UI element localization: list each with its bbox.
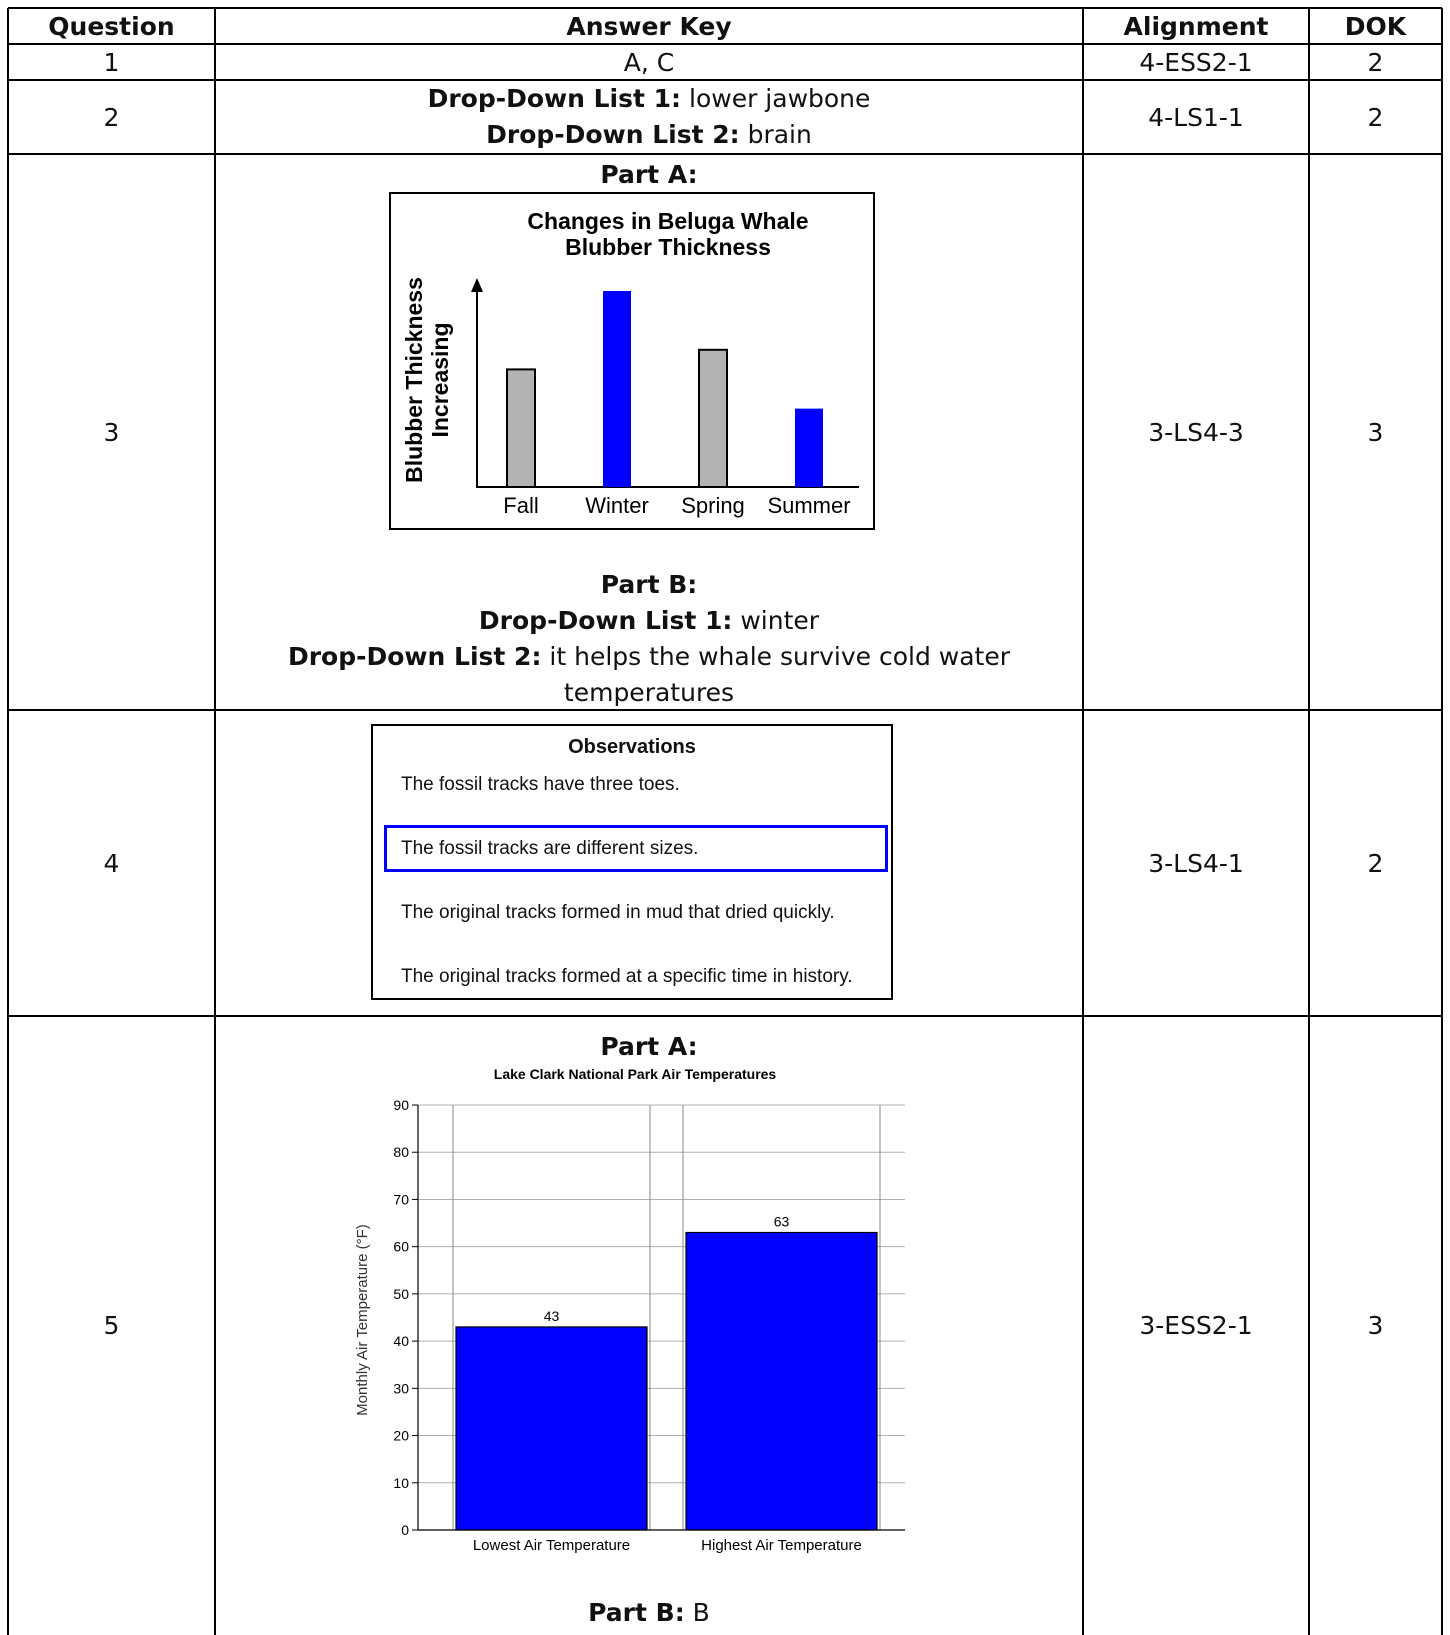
- temp-chart-title: Lake Clark National Park Air Temperature…: [494, 1066, 777, 1082]
- row1-alignment: 4-ESS2-1: [1139, 47, 1253, 77]
- temp-bar-value-label: 63: [774, 1214, 790, 1230]
- row3-dropdown-2-cont: temperatures: [563, 677, 735, 707]
- beluga-chart-title-line2: Blubber Thickness: [565, 234, 771, 260]
- beluga-x-tick-label: Fall: [503, 493, 538, 518]
- row4-dok: 2: [1367, 848, 1384, 878]
- row5-part-b-value: B: [684, 1597, 710, 1627]
- temp-y-tick-label: 10: [393, 1475, 409, 1491]
- observations-title: Observations: [568, 736, 696, 758]
- row5-part-b-label: Part B:: [588, 1597, 685, 1627]
- row2-dd2-label: Drop-Down List 2:: [486, 120, 740, 149]
- observations-box: Observations The fossil tracks have thre…: [371, 724, 893, 1000]
- row3-dok: 3: [1367, 417, 1384, 447]
- row3-alignment: 3-LS4-3: [1148, 417, 1244, 447]
- temp-y-tick-label: 40: [393, 1333, 409, 1349]
- temp-x-tick-label: Lowest Air Temperature: [473, 1537, 630, 1554]
- observation-selected-highlight: [384, 825, 888, 872]
- header-answer-key: Answer Key: [566, 11, 732, 41]
- beluga-ylabel-line1: Blubber Thickness: [401, 277, 427, 483]
- row2-question: 2: [103, 102, 120, 132]
- row3-part-b: Part B:: [600, 569, 698, 599]
- temp-y-tick-label: 70: [393, 1191, 409, 1207]
- air-temperature-chart: Lake Clark National Park Air Temperature…: [354, 1066, 905, 1554]
- temp-bar-value-label: 43: [544, 1308, 560, 1324]
- header-question: Question: [48, 11, 175, 41]
- row3-dd2-value: it helps the whale survive cold water: [541, 641, 1011, 671]
- header-dok: DOK: [1344, 11, 1407, 41]
- temp-y-tick-label: 20: [393, 1428, 409, 1444]
- row3-dd1-value: winter: [732, 605, 820, 635]
- row2-dd1-label: Drop-Down List 1:: [427, 84, 682, 113]
- row3-dd1-label: Drop-Down List 1:: [478, 605, 733, 635]
- temp-y-tick-label: 0: [401, 1522, 409, 1538]
- row4-question: 4: [103, 848, 120, 878]
- row2-dropdown-1: Drop-Down List 1: lower jawbone: [428, 81, 871, 117]
- temp-y-tick-label: 80: [393, 1144, 409, 1160]
- temp-bar-lowest: [455, 1326, 648, 1531]
- row5-dok: 3: [1367, 1311, 1384, 1340]
- temp-bar-highest: [685, 1231, 878, 1531]
- beluga-bar-summer: [795, 408, 823, 487]
- row3-question: 3: [103, 417, 120, 447]
- row5-question: 5: [103, 1311, 120, 1340]
- header-alignment: Alignment: [1123, 11, 1269, 41]
- row3-dropdown-1: Drop-Down List 1: winter: [215, 602, 1083, 638]
- row2-dropdown-2: Drop-Down List 2: brain: [486, 117, 812, 153]
- row5-part-b: Part B: B: [215, 1594, 1083, 1630]
- row5-alignment: 3-ESS2-1: [1139, 1311, 1253, 1340]
- row2-dok: 2: [1367, 102, 1384, 132]
- observation-item-selected: The fossil tracks are different sizes.: [401, 838, 699, 859]
- beluga-ylabel-line2: Increasing: [427, 322, 453, 437]
- row4-alignment: 3-LS4-1: [1148, 848, 1244, 878]
- observation-item: The fossil tracks have three toes.: [401, 774, 680, 795]
- row3-dropdown-2: Drop-Down List 2: it helps the whale sur…: [215, 638, 1083, 674]
- temp-y-tick-label: 60: [393, 1239, 409, 1255]
- temp-y-tick-label: 90: [393, 1097, 409, 1113]
- beluga-bar-spring: [698, 348, 728, 488]
- row1-question: 1: [103, 47, 120, 77]
- observation-item: The original tracks formed at a specific…: [401, 966, 853, 987]
- observation-item: The original tracks formed in mud that d…: [401, 902, 835, 923]
- row5-part-a: Part A:: [600, 1031, 698, 1061]
- beluga-bar-winter: [603, 291, 631, 487]
- row2-alignment: 4-LS1-1: [1148, 102, 1244, 132]
- beluga-x-tick-label: Winter: [585, 493, 649, 518]
- row3-dd2-label: Drop-Down List 2:: [287, 641, 542, 671]
- row1-answer: A, C: [623, 47, 675, 77]
- beluga-blubber-chart: Changes in Beluga Whale Blubber Thicknes…: [389, 192, 875, 530]
- temp-chart-ylabel: Monthly Air Temperature (°F): [354, 1224, 371, 1416]
- row2-answer: Drop-Down List 1: lower jawbone Drop-Dow…: [215, 80, 1083, 154]
- row1-dok: 2: [1367, 47, 1384, 77]
- temp-y-tick-label: 30: [393, 1380, 409, 1396]
- beluga-bar-fall: [506, 368, 536, 488]
- beluga-y-axis-arrow-icon: [471, 278, 483, 292]
- temp-x-tick-label: Highest Air Temperature: [701, 1537, 862, 1554]
- beluga-x-tick-label: Summer: [767, 493, 850, 518]
- row2-dd1-value: lower jawbone: [681, 84, 871, 113]
- row2-dd2-value: brain: [739, 120, 812, 149]
- temp-y-tick-label: 50: [393, 1286, 409, 1302]
- beluga-chart-title-line1: Changes in Beluga Whale: [527, 208, 808, 234]
- row3-part-a: Part A:: [600, 159, 698, 189]
- beluga-x-tick-label: Spring: [681, 493, 745, 518]
